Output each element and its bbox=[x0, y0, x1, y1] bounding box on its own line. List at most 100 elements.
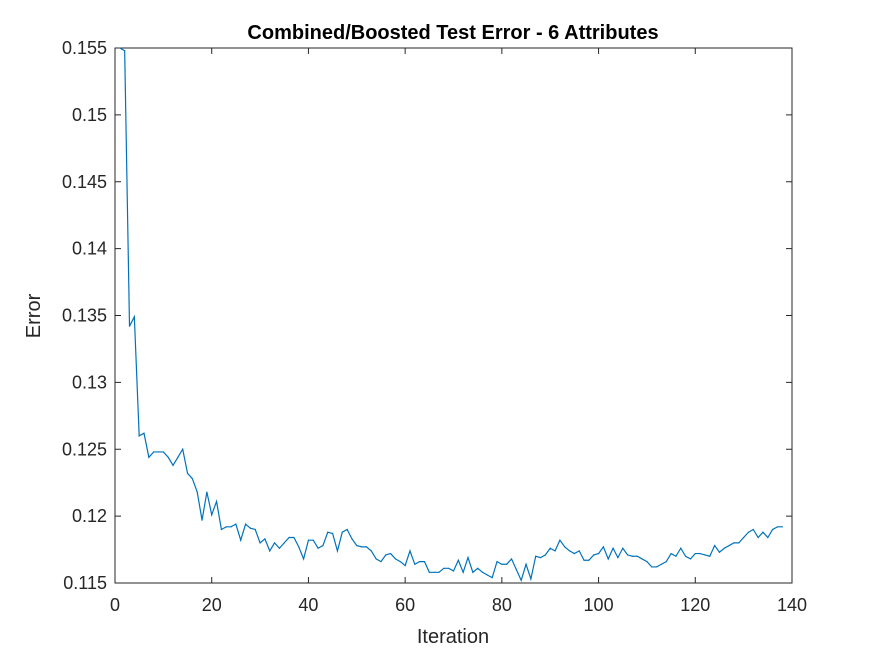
data-point bbox=[646, 561, 648, 563]
data-point bbox=[143, 432, 145, 434]
data-point bbox=[235, 523, 237, 525]
data-point bbox=[738, 542, 740, 544]
data-point bbox=[244, 523, 247, 525]
data-point bbox=[394, 558, 397, 560]
data-point bbox=[743, 536, 745, 539]
data-point bbox=[704, 554, 706, 556]
data-point bbox=[578, 550, 580, 552]
data-point bbox=[660, 563, 663, 565]
data-point bbox=[157, 451, 160, 453]
data-point bbox=[356, 544, 358, 547]
data-point bbox=[481, 571, 484, 573]
data-point bbox=[477, 567, 479, 569]
data-point bbox=[365, 546, 368, 548]
data-point bbox=[138, 435, 140, 437]
data-point bbox=[699, 552, 701, 555]
x-tick-label: 80 bbox=[492, 595, 512, 615]
data-point bbox=[491, 577, 493, 579]
data-point bbox=[462, 571, 464, 573]
data-point bbox=[273, 542, 276, 544]
data-point bbox=[772, 528, 774, 531]
data-point bbox=[390, 552, 392, 555]
data-point bbox=[718, 551, 721, 553]
data-point bbox=[597, 552, 600, 555]
data-point bbox=[211, 514, 213, 516]
y-tick-label: 0.145 bbox=[62, 172, 107, 192]
data-point bbox=[564, 546, 566, 548]
data-point bbox=[264, 538, 266, 540]
data-point bbox=[124, 50, 126, 52]
data-point bbox=[651, 566, 653, 568]
data-point bbox=[225, 526, 227, 528]
data-point bbox=[622, 547, 624, 549]
data-point bbox=[496, 561, 498, 563]
x-tick-label: 20 bbox=[202, 595, 222, 615]
data-point bbox=[467, 556, 469, 559]
data-point bbox=[626, 554, 629, 556]
data-point bbox=[191, 478, 193, 480]
data-point bbox=[554, 550, 556, 552]
data-point bbox=[370, 550, 372, 552]
data-point bbox=[583, 559, 585, 561]
data-point bbox=[617, 556, 619, 559]
data-point bbox=[452, 570, 455, 572]
data-point bbox=[448, 567, 450, 569]
data-point bbox=[689, 558, 692, 560]
data-point bbox=[588, 559, 590, 561]
data-point bbox=[573, 552, 575, 555]
data-point bbox=[520, 579, 522, 581]
data-point bbox=[656, 566, 658, 568]
data-point bbox=[423, 561, 426, 563]
x-tick-label: 100 bbox=[584, 595, 614, 615]
data-point bbox=[501, 563, 503, 565]
data-point bbox=[409, 550, 411, 552]
data-point bbox=[530, 578, 532, 580]
series-line-error bbox=[119, 47, 783, 583]
data-point bbox=[128, 325, 131, 327]
data-point bbox=[419, 561, 421, 563]
data-point bbox=[380, 561, 382, 563]
data-point bbox=[607, 558, 609, 560]
data-point bbox=[443, 567, 445, 569]
data-point bbox=[119, 47, 121, 49]
data-point bbox=[312, 539, 314, 541]
data-point bbox=[568, 550, 571, 552]
data-point bbox=[307, 539, 310, 541]
y-tick-label: 0.15 bbox=[72, 105, 107, 125]
data-point bbox=[288, 536, 290, 539]
data-point bbox=[433, 571, 435, 573]
data-point bbox=[515, 569, 517, 571]
data-point bbox=[148, 456, 150, 458]
data-point bbox=[385, 554, 387, 556]
data-point bbox=[665, 561, 667, 563]
plot-area-frame bbox=[114, 47, 793, 584]
data-point bbox=[186, 472, 189, 474]
data-point bbox=[259, 542, 261, 544]
data-point bbox=[714, 544, 716, 547]
data-point bbox=[535, 555, 537, 557]
x-tick-label: 40 bbox=[298, 595, 318, 615]
data-point bbox=[153, 451, 155, 453]
y-tick-label: 0.12 bbox=[72, 506, 107, 526]
data-point bbox=[404, 565, 406, 567]
data-point bbox=[728, 544, 730, 547]
data-point bbox=[539, 556, 542, 559]
data-point bbox=[182, 448, 184, 450]
data-point bbox=[670, 552, 672, 555]
data-point bbox=[220, 528, 222, 531]
y-tick-label: 0.155 bbox=[62, 38, 107, 58]
x-tick-label: 140 bbox=[777, 595, 807, 615]
x-axis: 0 20 40 60 80 100 120 140 bbox=[110, 48, 807, 615]
y-axis-label: Error bbox=[23, 293, 45, 338]
data-point bbox=[593, 554, 595, 556]
data-point bbox=[675, 555, 677, 557]
data-point bbox=[399, 561, 401, 563]
data-point bbox=[506, 563, 508, 565]
data-point bbox=[747, 531, 750, 533]
data-points bbox=[119, 47, 783, 581]
data-point bbox=[631, 555, 634, 557]
chart-title: Combined/Boosted Test Error - 6 Attribut… bbox=[247, 22, 658, 44]
x-tick-label: 0 bbox=[110, 595, 120, 615]
data-point bbox=[525, 563, 527, 565]
data-point bbox=[510, 558, 513, 560]
